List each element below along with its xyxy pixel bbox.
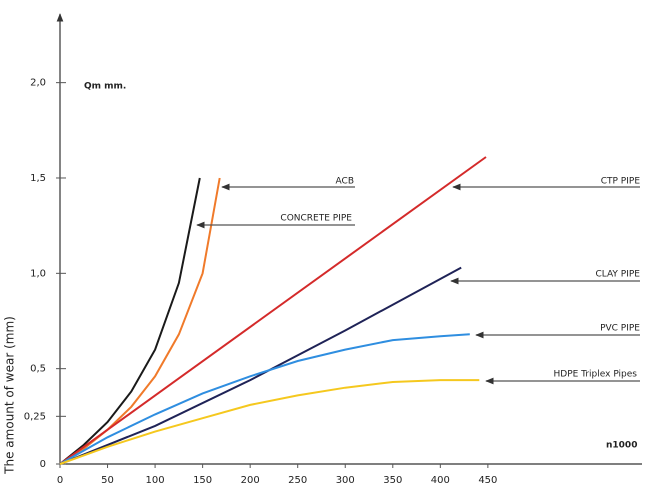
y-tick-label: 0,25 — [24, 411, 46, 422]
series-line — [59, 333, 470, 465]
series-label: CONCRETE PIPE — [280, 214, 352, 224]
x-tick-label: 250 — [288, 475, 307, 486]
x-tick-label: 50 — [101, 475, 114, 486]
y-tick-label: 0,5 — [30, 364, 46, 375]
series-line — [59, 156, 487, 465]
plot: 0 50 100 150 200 250 300 350 400 450 0 0,25 0,5 1,0 1,… — [24, 78, 641, 486]
series-line — [59, 177, 201, 465]
x-tick-label: 350 — [383, 475, 402, 486]
y-tick-label: 1,0 — [30, 268, 46, 279]
series-line — [59, 177, 221, 465]
y-unit: Qm mm. — [84, 82, 126, 92]
series-label: ACB — [336, 177, 354, 187]
x-tick-label: 300 — [336, 475, 355, 486]
x-tick-label: 400 — [431, 475, 450, 486]
series-line — [59, 266, 462, 465]
y-axis-title: The amount of wear (mm) — [3, 316, 17, 475]
series-line — [59, 379, 480, 465]
x-tick-label: 200 — [241, 475, 260, 486]
x-tick-label: 150 — [193, 475, 212, 486]
x-tick-label: 100 — [146, 475, 165, 486]
x-tick-label: 0 — [57, 475, 63, 486]
y-tick-label: 1,5 — [30, 173, 46, 184]
series-label: HDPE Triplex Pipes — [554, 370, 638, 380]
y-tick-label: 2,0 — [30, 78, 46, 89]
series-label: CTP PIPE — [601, 177, 641, 187]
x-tick-label: 450 — [478, 475, 497, 486]
x-unit: n1000 — [606, 441, 637, 451]
y-tick-label: 0 — [40, 459, 46, 470]
series-label: CLAY PIPE — [595, 270, 640, 280]
series-label: PVC PIPE — [600, 324, 640, 334]
